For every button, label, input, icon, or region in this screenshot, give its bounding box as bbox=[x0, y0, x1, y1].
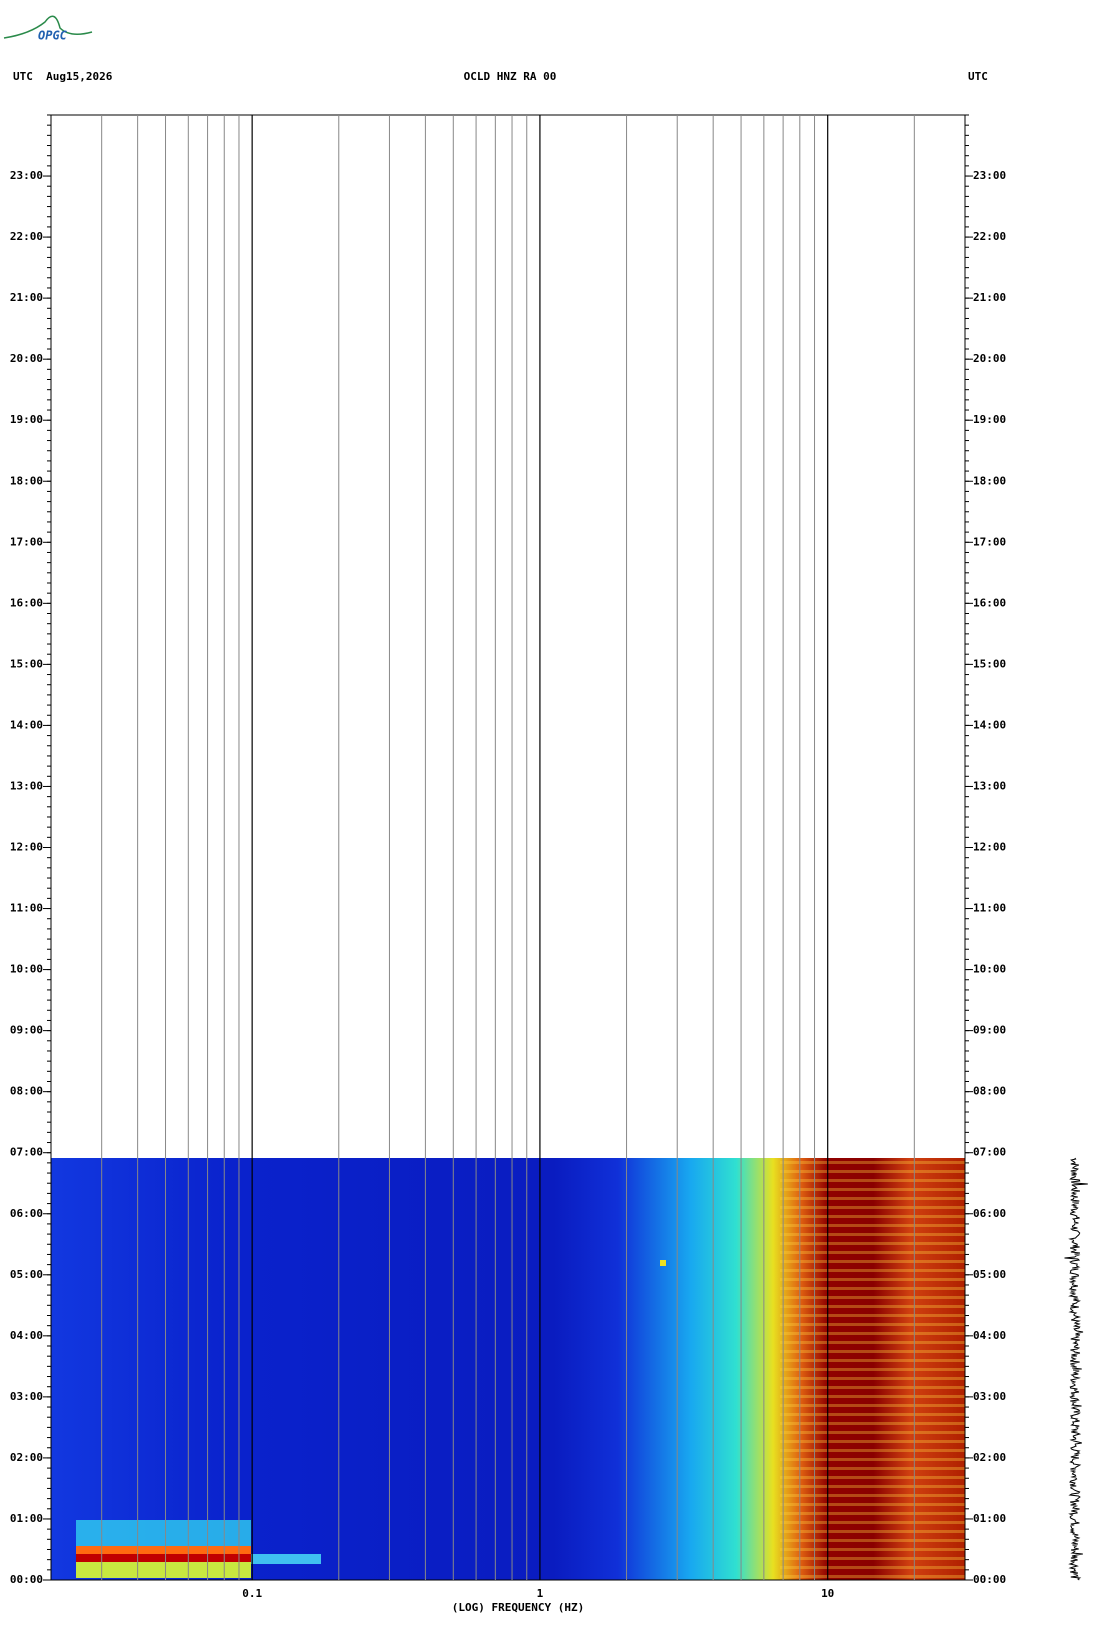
y-tick-label: 11:00 bbox=[10, 902, 43, 915]
right-header: UTC bbox=[968, 70, 988, 83]
logo-text: OPGC bbox=[38, 29, 68, 43]
y-tick-label: 02:00 bbox=[973, 1451, 1006, 1464]
y-tick-label: 22:00 bbox=[10, 230, 43, 243]
y-tick-label: 13:00 bbox=[973, 779, 1006, 792]
y-tick-label: 05:00 bbox=[10, 1268, 43, 1281]
y-tick-label: 09:00 bbox=[973, 1024, 1006, 1037]
y-tick-label: 00:00 bbox=[973, 1573, 1006, 1586]
y-tick-label: 17:00 bbox=[10, 535, 43, 548]
y-tick-label: 19:00 bbox=[10, 413, 43, 426]
y-tick-label: 12:00 bbox=[973, 841, 1006, 854]
y-tick-label: 08:00 bbox=[973, 1085, 1006, 1098]
y-tick-label: 04:00 bbox=[10, 1329, 43, 1342]
y-tick-label: 19:00 bbox=[973, 413, 1006, 426]
y-tick-label: 23:00 bbox=[973, 169, 1006, 182]
y-tick-label: 11:00 bbox=[973, 902, 1006, 915]
y-tick-label: 10:00 bbox=[10, 963, 43, 976]
y-tick-label: 18:00 bbox=[973, 474, 1006, 487]
y-tick-label: 03:00 bbox=[973, 1390, 1006, 1403]
y-tick-label: 02:00 bbox=[10, 1451, 43, 1464]
y-tick-label: 01:00 bbox=[973, 1512, 1006, 1525]
x-tick-label: 1 bbox=[537, 1587, 544, 1600]
y-tick-label: 23:00 bbox=[10, 169, 43, 182]
y-tick-label: 06:00 bbox=[973, 1207, 1006, 1220]
y-tick-label: 07:00 bbox=[973, 1146, 1006, 1159]
y-tick-label: 22:00 bbox=[973, 230, 1006, 243]
chart-title: OCLD HNZ RA 00 bbox=[464, 70, 557, 83]
logo: OPGC bbox=[3, 15, 93, 43]
y-tick-label: 21:00 bbox=[973, 291, 1006, 304]
y-tick-label: 04:00 bbox=[973, 1329, 1006, 1342]
y-tick-label: 15:00 bbox=[10, 657, 43, 670]
y-tick-label: 15:00 bbox=[973, 657, 1006, 670]
spectrogram-image bbox=[51, 1158, 965, 1580]
y-tick-label: 03:00 bbox=[10, 1390, 43, 1403]
y-tick-label: 00:00 bbox=[10, 1573, 43, 1586]
y-tick-label: 13:00 bbox=[10, 779, 43, 792]
x-tick-label: 0.1 bbox=[242, 1587, 262, 1600]
y-tick-label: 12:00 bbox=[10, 841, 43, 854]
y-tick-label: 16:00 bbox=[10, 596, 43, 609]
y-tick-label: 09:00 bbox=[10, 1024, 43, 1037]
y-tick-label: 16:00 bbox=[973, 596, 1006, 609]
x-tick-label: 10 bbox=[821, 1587, 834, 1600]
y-tick-label: 01:00 bbox=[10, 1512, 43, 1525]
y-tick-label: 14:00 bbox=[973, 718, 1006, 731]
seismogram-trace bbox=[1064, 1157, 1088, 1581]
left-header: UTC Aug15,2026 bbox=[13, 70, 113, 83]
y-tick-label: 20:00 bbox=[973, 352, 1006, 365]
y-tick-label: 20:00 bbox=[10, 352, 43, 365]
y-tick-label: 07:00 bbox=[10, 1146, 43, 1159]
y-tick-label: 21:00 bbox=[10, 291, 43, 304]
y-tick-label: 05:00 bbox=[973, 1268, 1006, 1281]
y-tick-label: 18:00 bbox=[10, 474, 43, 487]
y-tick-label: 14:00 bbox=[10, 718, 43, 731]
y-tick-label: 08:00 bbox=[10, 1085, 43, 1098]
y-tick-label: 17:00 bbox=[973, 535, 1006, 548]
x-axis-label: (LOG) FREQUENCY (HZ) bbox=[452, 1601, 584, 1614]
y-tick-label: 10:00 bbox=[973, 963, 1006, 976]
y-tick-label: 06:00 bbox=[10, 1207, 43, 1220]
